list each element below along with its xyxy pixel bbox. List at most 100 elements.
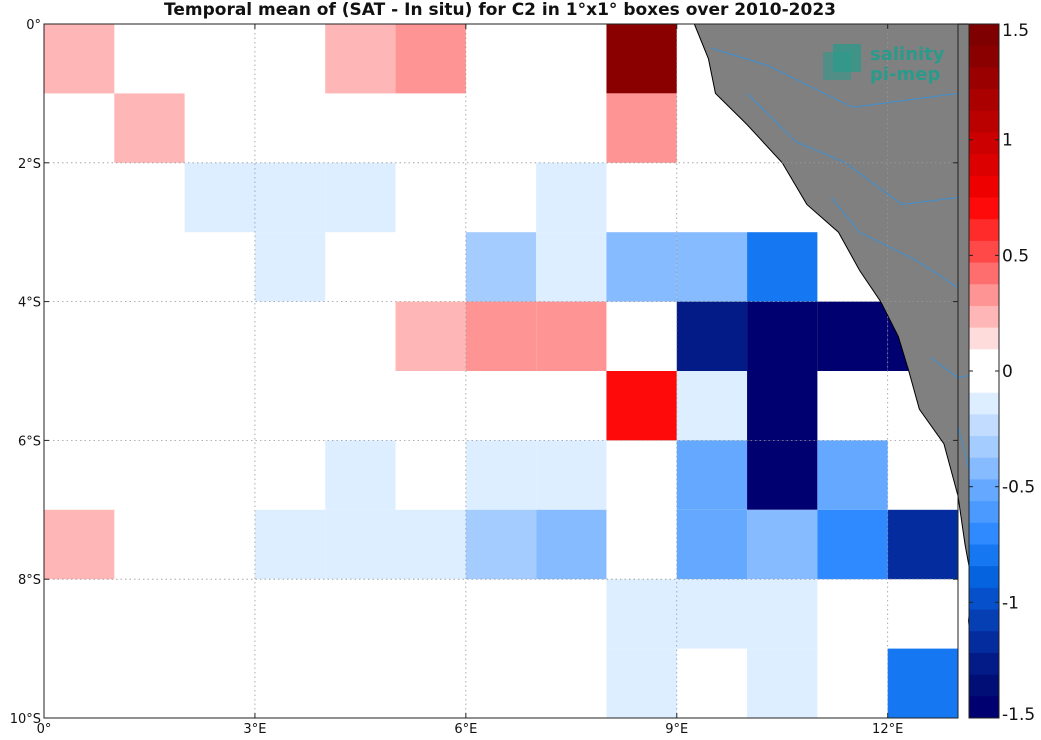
colorbar-ticks: 1.5 1 0.5 0 -0.5 -1 -1.5	[969, 21, 1035, 725]
colorbar-segment	[969, 544, 999, 567]
colorbar-tick-label: -1	[1002, 593, 1019, 613]
data-box	[676, 509, 748, 580]
data-box	[325, 440, 396, 510]
colorbar-segment	[969, 132, 999, 155]
logo-icon	[823, 44, 861, 80]
colorbar-tick-label: 1	[1002, 131, 1013, 151]
colorbar-segment	[969, 436, 999, 459]
data-box	[254, 162, 326, 233]
data-box	[536, 162, 607, 233]
colorbar-segment	[969, 110, 999, 133]
data-box	[44, 509, 115, 580]
data-box	[606, 648, 677, 718]
colorbar-segment	[969, 371, 999, 394]
data-box	[114, 93, 185, 163]
data-box	[606, 24, 677, 94]
y-tick-label: 4°S	[18, 296, 41, 311]
data-box	[465, 301, 537, 371]
data-box	[465, 440, 537, 510]
data-box	[676, 301, 748, 371]
data-box	[747, 232, 818, 302]
colorbar-segment	[969, 566, 999, 589]
data-box	[817, 509, 888, 580]
y-tick-label: 2°S	[18, 157, 41, 172]
data-box	[887, 509, 958, 580]
data-box	[817, 440, 888, 510]
data-box	[325, 162, 396, 233]
y-tick-label: 0°	[26, 18, 41, 33]
colorbar-segment	[969, 197, 999, 220]
data-box	[465, 232, 537, 302]
data-box	[747, 648, 818, 718]
data-box	[606, 232, 677, 302]
data-box	[747, 371, 818, 441]
x-tick-label: 3°E	[243, 722, 266, 737]
data-box	[325, 509, 396, 580]
y-tick-label: 10°S	[10, 712, 41, 727]
data-box	[606, 93, 677, 163]
colorbar-segment	[969, 696, 999, 719]
river-line	[711, 47, 959, 108]
colorbar-segment	[969, 349, 999, 372]
data-box	[747, 579, 818, 649]
colorbar-segment	[969, 631, 999, 654]
colorbar	[969, 24, 999, 719]
salinity-pi-mep-logo: salinity pi-mep	[823, 44, 945, 85]
data-box	[465, 509, 537, 580]
data-box	[325, 24, 396, 94]
colorbar-segment	[969, 219, 999, 242]
data-box	[184, 162, 255, 233]
colorbar-tick-label: -0.5	[1002, 478, 1035, 498]
colorbar-segment	[969, 522, 999, 545]
map-frame	[43, 23, 959, 719]
data-box	[395, 301, 466, 371]
colorbar-segment	[969, 501, 999, 524]
data-box	[747, 440, 818, 510]
salinity-boxes	[44, 24, 958, 718]
colorbar-segment	[969, 457, 999, 480]
colorbar-segment	[969, 154, 999, 177]
colorbar-segment	[969, 652, 999, 676]
colorbar-segment	[969, 479, 999, 502]
data-box	[606, 371, 677, 441]
data-box	[536, 301, 607, 371]
data-box	[747, 301, 818, 371]
x-tick-label: 0°	[37, 722, 52, 737]
data-box	[606, 579, 677, 649]
x-tick-label: 9°E	[665, 722, 688, 737]
map-title: Temporal mean of (SAT - In situ) for C2 …	[164, 0, 836, 20]
data-box	[536, 509, 607, 580]
colorbar-segment	[969, 67, 999, 90]
data-box	[887, 648, 958, 718]
colorbar-segment	[969, 45, 999, 68]
colorbar-frame	[968, 23, 1000, 719]
river-line	[831, 197, 959, 289]
colorbar-segment	[969, 305, 999, 329]
x-tick-label: 12°E	[872, 722, 903, 737]
colorbar-segment	[969, 674, 999, 697]
data-box	[676, 440, 748, 510]
data-box	[676, 579, 748, 649]
colorbar-segment	[969, 609, 999, 632]
data-box	[676, 232, 748, 302]
x-axis-ticks: 0° 3°E 6°E 9°E 12°E	[37, 24, 903, 737]
logo-line1: salinity	[870, 44, 945, 65]
data-box	[536, 232, 607, 302]
data-box	[254, 509, 326, 580]
data-box	[817, 301, 888, 371]
y-axis-ticks: 0° 2°S 4°S 6°S 8°S 10°S	[10, 18, 958, 727]
colorbar-segment	[969, 262, 999, 285]
colorbar-segment	[969, 240, 999, 264]
colorbar-tick-label: 0.5	[1002, 246, 1029, 266]
data-box	[676, 371, 748, 441]
colorbar-segment	[969, 392, 999, 415]
grid-lines	[44, 24, 958, 718]
colorbar-segment	[969, 327, 999, 350]
data-box	[536, 440, 607, 510]
data-box	[44, 24, 115, 94]
y-tick-label: 8°S	[18, 573, 41, 588]
logo-line2: pi-mep	[870, 64, 940, 85]
colorbar-tick-label: -1.5	[1002, 705, 1035, 725]
colorbar-tick-label: 1.5	[1002, 21, 1029, 41]
